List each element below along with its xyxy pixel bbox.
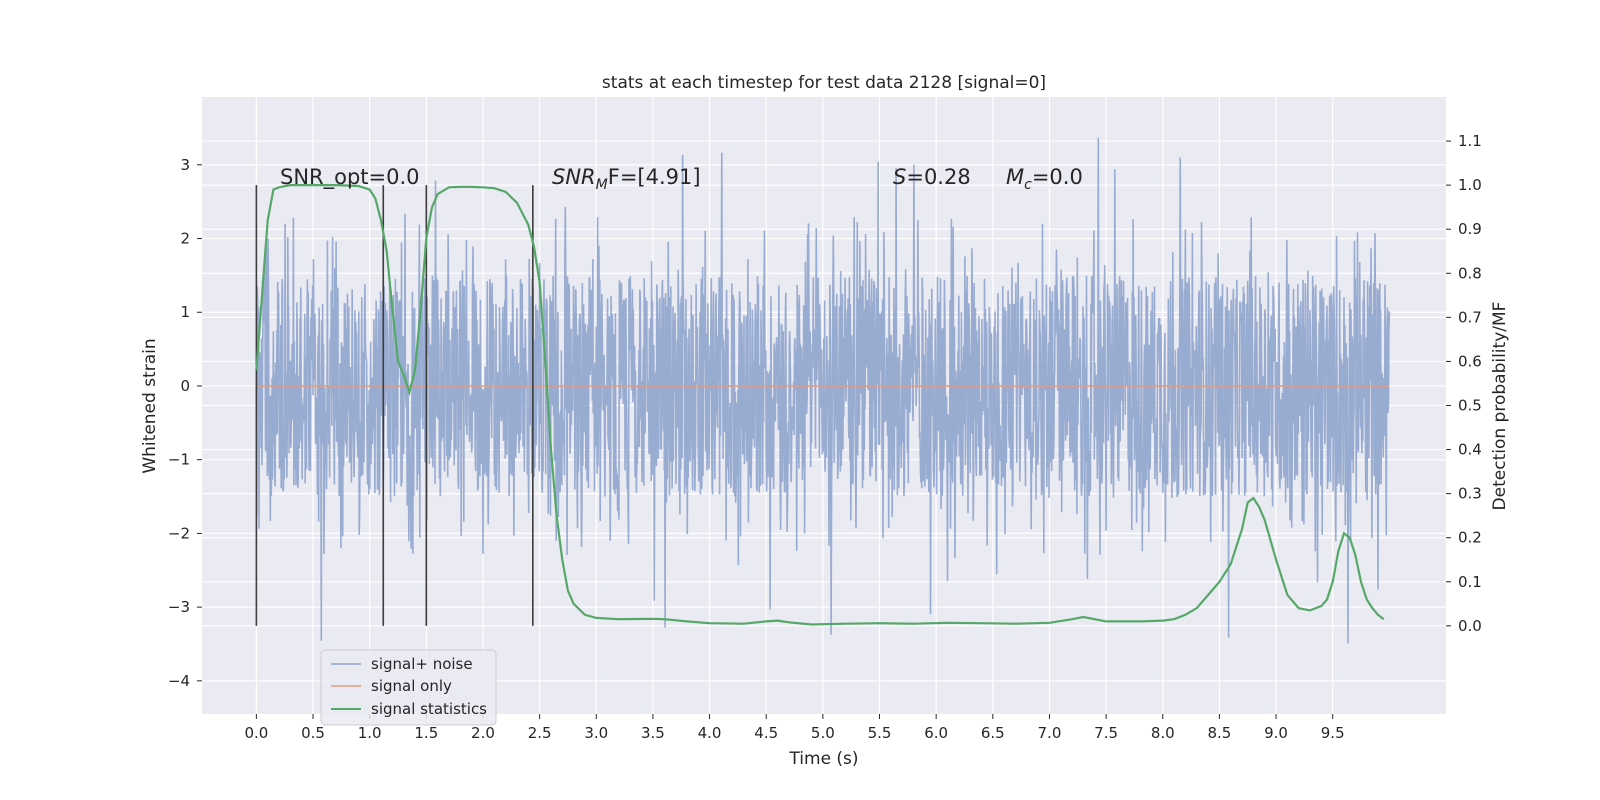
y-tick-label: 0 — [180, 377, 190, 395]
vertical-markers — [255, 185, 534, 626]
y2-tick-label: 0.5 — [1458, 397, 1482, 415]
x-axis-label: Time (s) — [788, 749, 858, 769]
annotation-mc-rest: =0.0 — [1032, 165, 1083, 189]
y2-axis-ticks: 0.0 0.1 0.2 0.3 0.4 0.5 0.6 0.7 0.8 0.9 1.0 1.1 — [1446, 132, 1482, 635]
y-axis-ticks: −4 −3 −2 −1 0 1 2 3 — [168, 156, 202, 690]
y-tick-label: −1 — [168, 451, 190, 469]
x-tick-label: 4.0 — [698, 724, 722, 742]
y2-tick-label: 0.7 — [1458, 308, 1482, 326]
x-tick-label: 8.0 — [1151, 724, 1175, 742]
legend-label-signal-only: signal only — [371, 677, 452, 695]
y2-tick-label: 1.1 — [1458, 132, 1482, 150]
y2-axis-label: Detection probability/MF — [1490, 302, 1510, 511]
legend-label-statistics: signal statistics — [371, 700, 487, 718]
legend-box — [320, 649, 497, 726]
chart-title: stats at each timestep for test data 212… — [602, 73, 1046, 93]
annotation-mc: Mc=0.0 — [1006, 165, 1083, 193]
y2-tick-label: 0.8 — [1458, 264, 1482, 282]
y2-tick-label: 0.1 — [1458, 573, 1482, 591]
x-tick-label: 6.5 — [981, 724, 1005, 742]
annotation-snr-mf-sub: M — [596, 177, 608, 193]
x-tick-label: 5.0 — [811, 724, 835, 742]
statistics-line — [255, 184, 1385, 626]
x-tick-label: 1.0 — [358, 724, 382, 742]
x-tick-label: 1.5 — [414, 724, 438, 742]
y-tick-label: 1 — [180, 303, 190, 321]
y-tick-label: −3 — [168, 598, 190, 616]
x-tick-label: 0.0 — [244, 724, 268, 742]
x-tick-label: 9.0 — [1264, 724, 1288, 742]
x-tick-label: 7.0 — [1038, 724, 1062, 742]
legend: signal+ noise signal only signal statist… — [320, 649, 497, 726]
annotation-mc-main: M — [1006, 165, 1024, 189]
annotation-s: S=0.28 — [893, 165, 971, 189]
x-axis-ticks: 0.0 0.5 1.0 1.5 2.0 2.5 3.0 3.5 4.0 4.5 5.0 5.5 6.0 6… — [244, 714, 1345, 742]
x-tick-label: 0.5 — [301, 724, 325, 742]
annotation-s-rest: =0.28 — [906, 165, 970, 189]
noise-line — [255, 137, 1391, 644]
x-tick-label: 4.5 — [754, 724, 778, 742]
x-tick-label: 2.5 — [528, 724, 552, 742]
y-axis-label: Whitened strain — [140, 338, 160, 473]
series-signal-statistics — [255, 184, 1385, 626]
annotation-s-main: S — [893, 165, 906, 189]
x-tick-label: 2.0 — [471, 724, 495, 742]
y-tick-label: 3 — [180, 156, 190, 174]
x-tick-label: 3.0 — [584, 724, 608, 742]
x-tick-label: 3.5 — [641, 724, 665, 742]
x-tick-label: 9.5 — [1321, 724, 1345, 742]
y-tick-label: −2 — [168, 524, 190, 542]
y2-tick-label: 0.2 — [1458, 529, 1482, 547]
x-tick-label: 8.5 — [1207, 724, 1231, 742]
x-tick-label: 5.5 — [868, 724, 892, 742]
x-tick-label: 7.5 — [1094, 724, 1118, 742]
y2-tick-label: 1.0 — [1458, 176, 1482, 194]
x-tick-label: 6.0 — [924, 724, 948, 742]
y2-tick-label: 0.4 — [1458, 441, 1482, 459]
y2-tick-label: 0.3 — [1458, 485, 1482, 503]
y2-tick-label: 0.9 — [1458, 220, 1482, 238]
y2-tick-label: 0.6 — [1458, 352, 1482, 370]
annotation-mc-sub: c — [1024, 177, 1032, 193]
y-tick-label: −4 — [168, 672, 190, 690]
annotation-snr-mf-main: SNR — [552, 165, 596, 189]
y-tick-label: 2 — [180, 230, 190, 248]
y2-tick-label: 0.0 — [1458, 617, 1482, 635]
annotation-snr-opt: SNR_opt=0.0 — [280, 165, 420, 190]
annotation-snr-mf: SNRMF=[4.91] — [552, 165, 701, 193]
series-signal-plus-noise — [255, 137, 1391, 644]
annotation-snr-mf-rest: F=[4.91] — [608, 165, 701, 189]
legend-label-noise: signal+ noise — [371, 655, 473, 673]
